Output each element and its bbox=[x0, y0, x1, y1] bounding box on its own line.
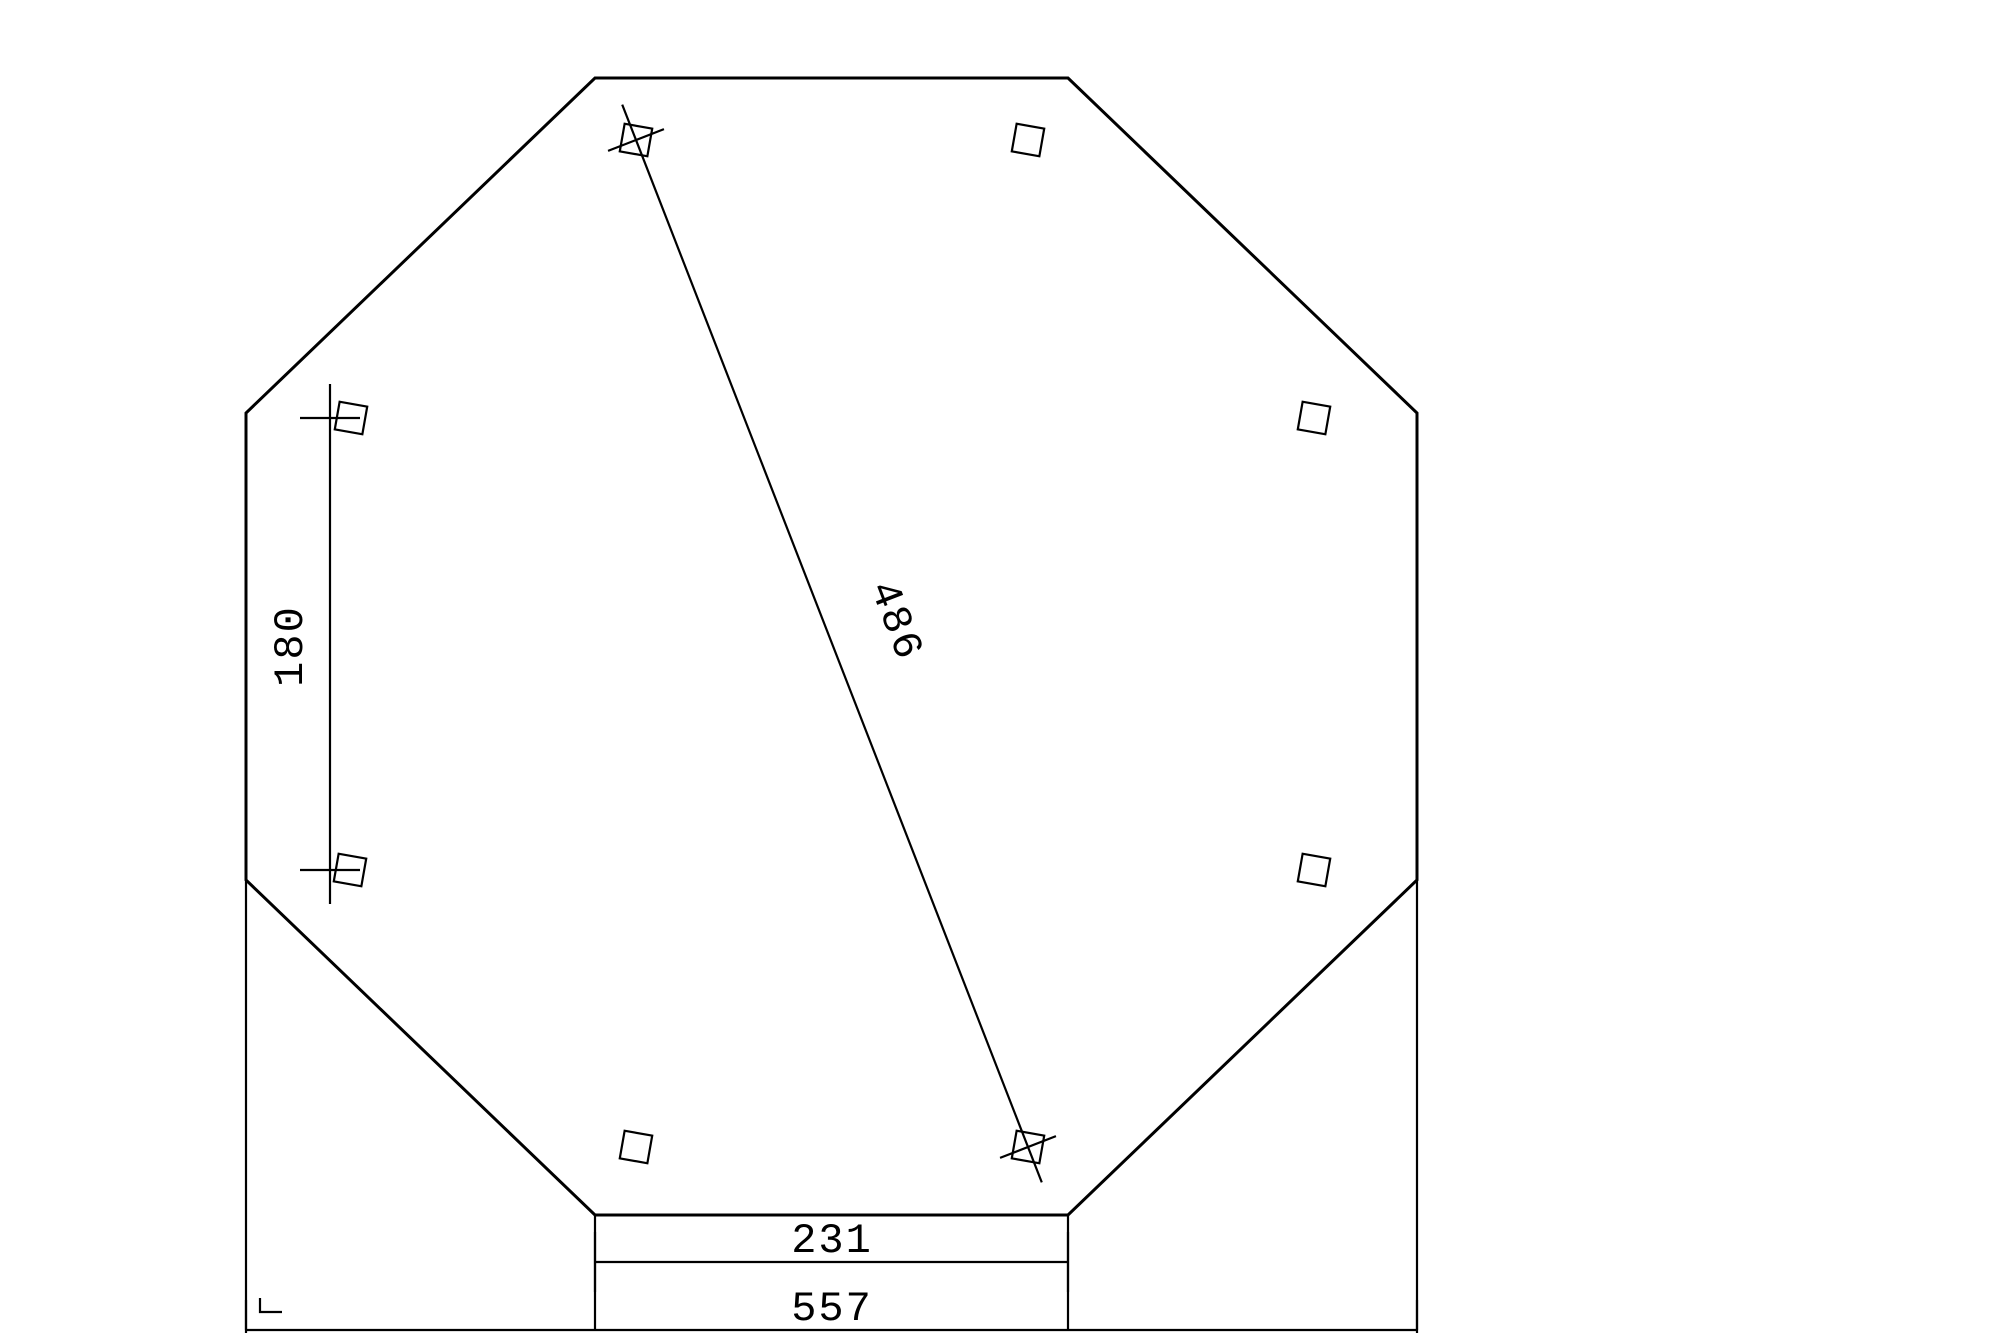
technical-drawing: 486180231557 bbox=[0, 0, 2000, 1333]
dimension-label: 180 bbox=[267, 605, 315, 687]
dimension-label: 231 bbox=[791, 1217, 873, 1265]
dimension-label: 557 bbox=[791, 1285, 873, 1333]
